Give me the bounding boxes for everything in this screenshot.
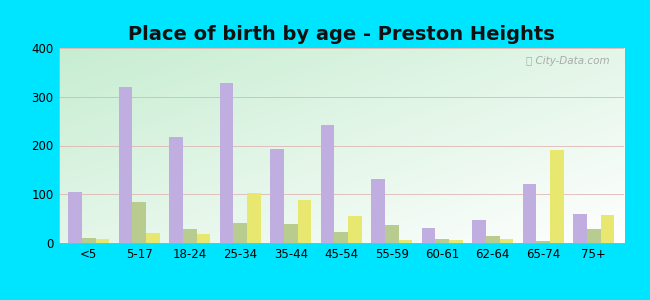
Bar: [119, 87, 133, 243]
Title: Place of birth by age - Preston Heights: Place of birth by age - Preston Heights: [128, 25, 554, 44]
Bar: [68, 192, 82, 243]
Bar: [82, 238, 96, 243]
Bar: [536, 241, 550, 243]
Bar: [422, 228, 436, 243]
Bar: [500, 239, 513, 243]
Bar: [146, 233, 160, 243]
Bar: [371, 178, 385, 243]
Bar: [550, 150, 564, 243]
Bar: [348, 216, 361, 243]
Bar: [573, 214, 587, 243]
Bar: [133, 202, 146, 243]
Bar: [298, 200, 311, 243]
Bar: [270, 149, 284, 243]
Bar: [587, 229, 601, 243]
Bar: [385, 225, 398, 243]
Bar: [335, 232, 348, 243]
Bar: [247, 193, 261, 243]
Bar: [233, 223, 247, 243]
Bar: [284, 224, 298, 243]
Bar: [220, 83, 233, 243]
Bar: [436, 239, 449, 243]
Bar: [486, 236, 500, 243]
Bar: [170, 137, 183, 243]
Bar: [196, 234, 210, 243]
Bar: [398, 240, 412, 243]
Bar: [601, 215, 614, 243]
Bar: [321, 125, 335, 243]
Bar: [473, 220, 486, 243]
Bar: [449, 240, 463, 243]
Bar: [523, 184, 536, 243]
Bar: [96, 239, 109, 243]
Text: ⓘ City-Data.com: ⓘ City-Data.com: [526, 56, 610, 66]
Bar: [183, 229, 196, 243]
